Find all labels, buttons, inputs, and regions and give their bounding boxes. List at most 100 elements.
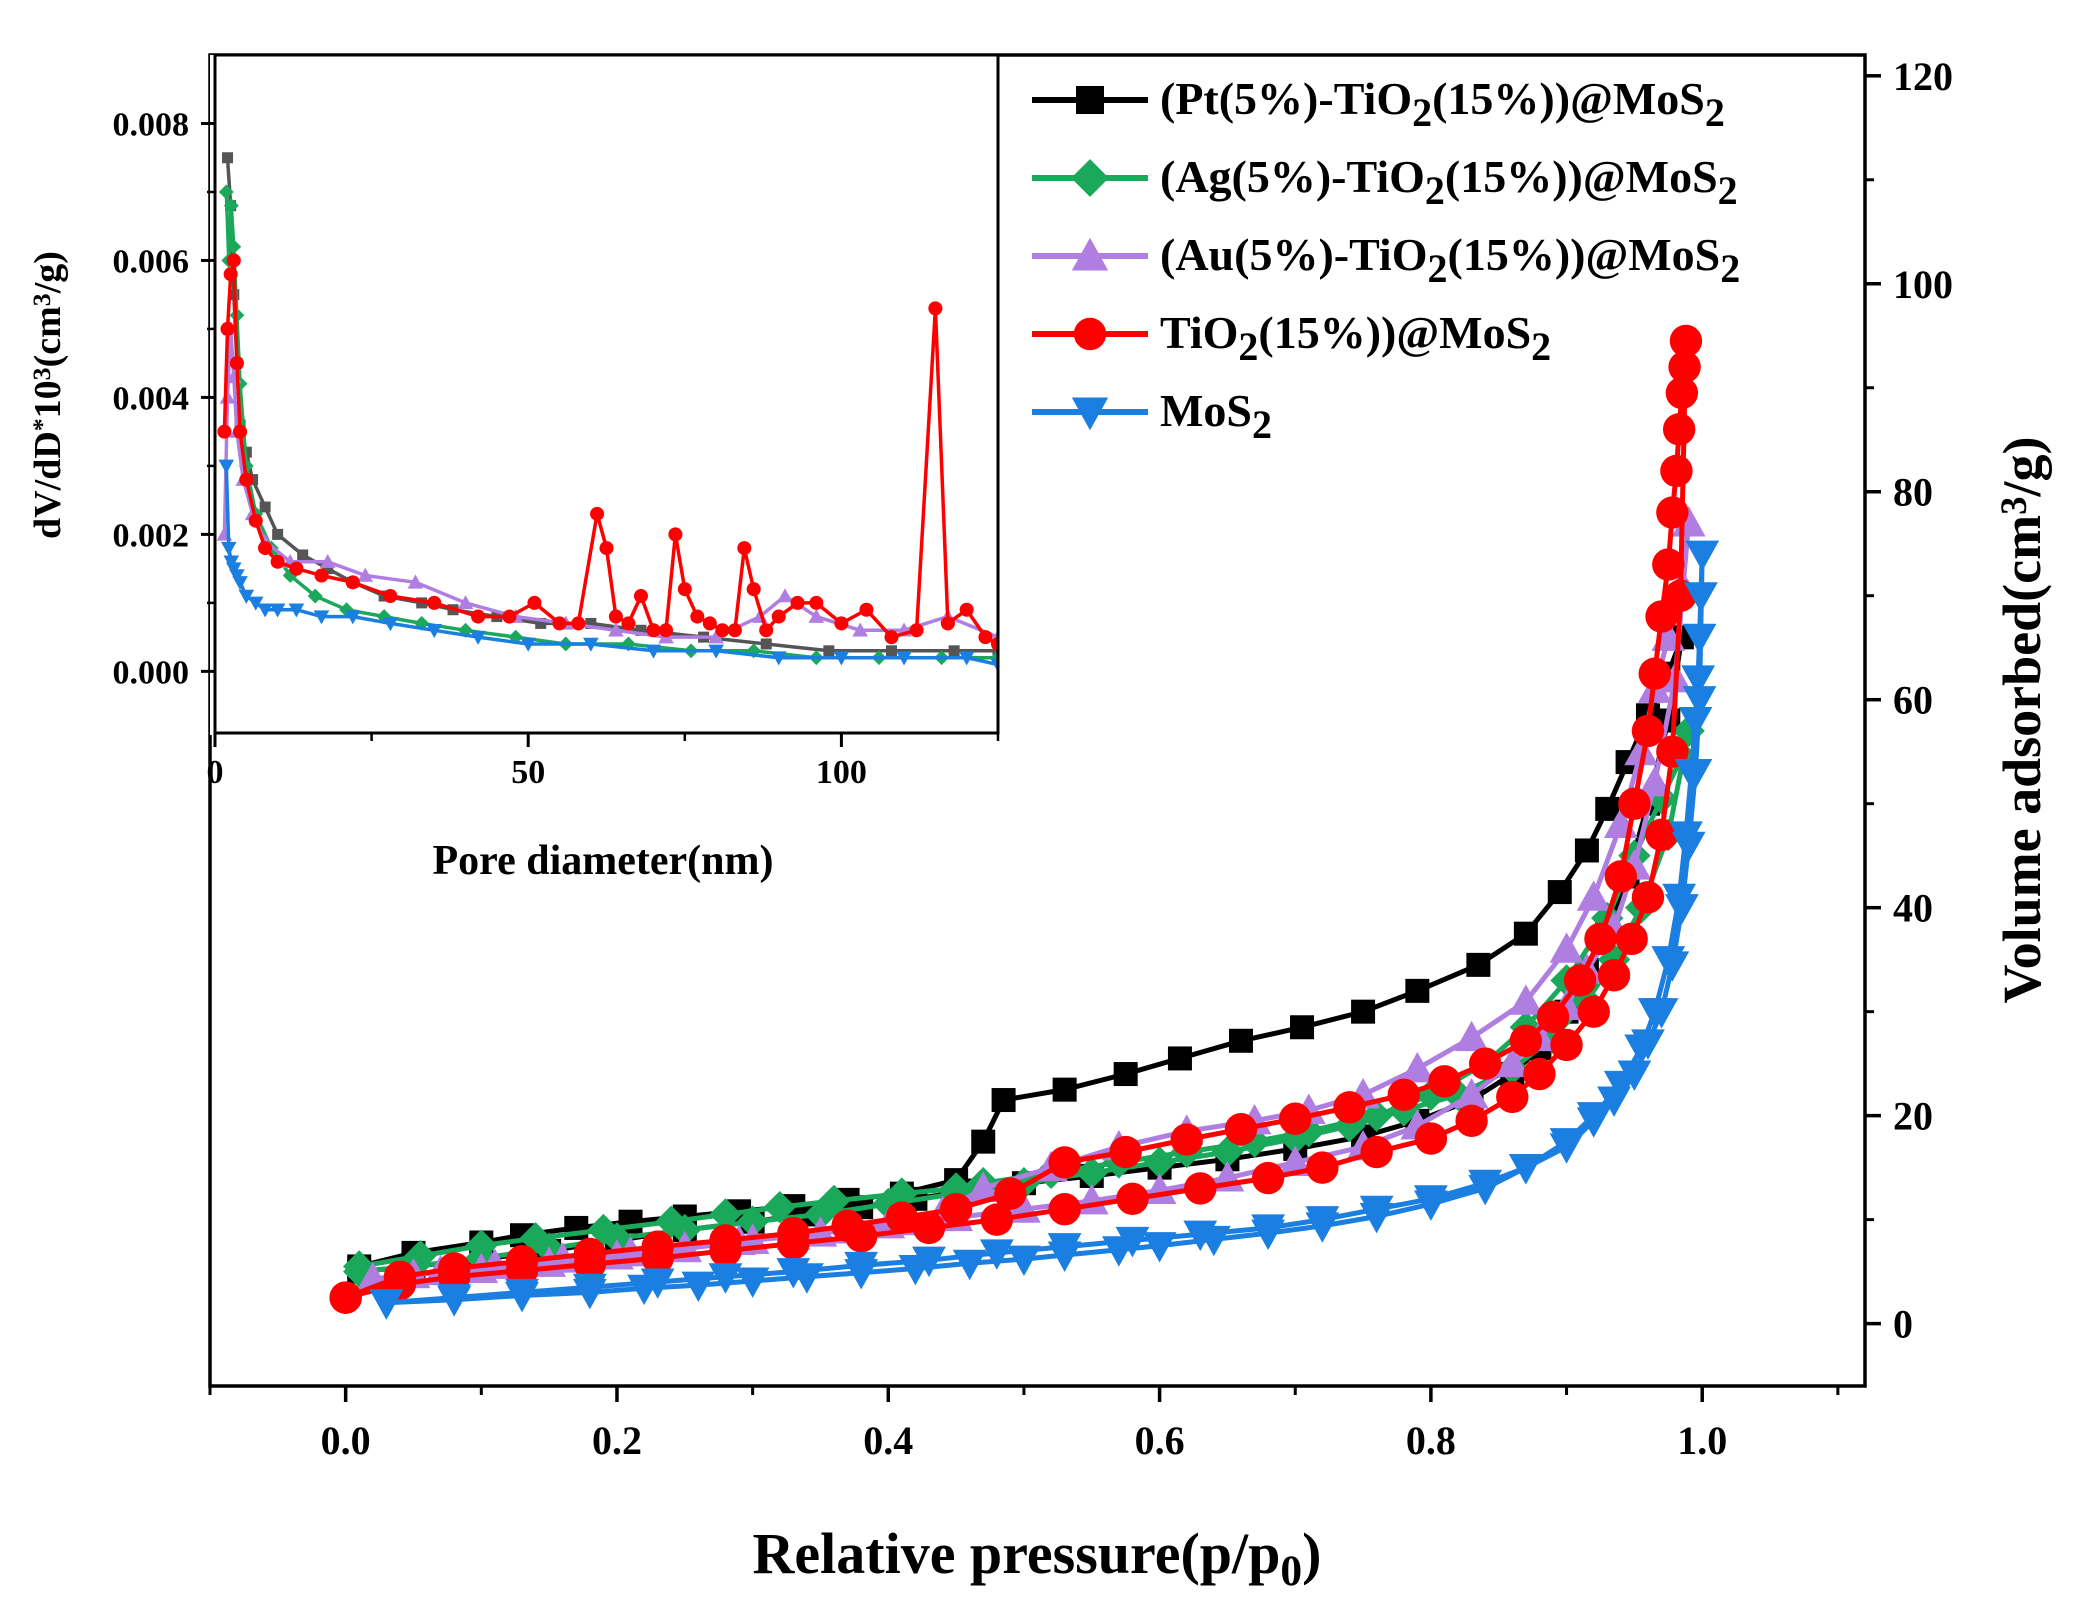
inset-data-point: [633, 589, 648, 604]
legend-label: (Ag(5%)-TiO2(15%))@MoS2: [1160, 151, 1738, 213]
data-point: [1597, 1086, 1631, 1117]
inset-data-point: [220, 541, 237, 556]
inset-data-point: [715, 623, 730, 638]
data-point: [1455, 1104, 1488, 1138]
data-point: [1509, 1024, 1543, 1057]
data-point: [1052, 1077, 1077, 1102]
inset-data-point: [621, 616, 636, 631]
inset-data-point: [940, 616, 955, 631]
inset-data-point: [357, 567, 374, 582]
inset-series-layer: [216, 152, 998, 673]
inset-data-point: [407, 574, 424, 589]
data-point: [1549, 1133, 1584, 1164]
inset-y-tick-label: 0.006: [113, 243, 190, 280]
x-tick-label: 0.2: [592, 1418, 642, 1463]
inset-data-point: [226, 253, 241, 268]
x-tick-label: 0.6: [1135, 1418, 1185, 1463]
y-tick-label: 80: [1893, 470, 1933, 515]
inset-data-point: [737, 541, 752, 556]
inset-data-point: [645, 644, 662, 659]
inset-plot-frame: [213, 53, 1000, 735]
data-point: [1360, 1135, 1393, 1169]
data-point: [1359, 1195, 1394, 1227]
data-point: [1523, 1057, 1556, 1091]
inset-data-point: [218, 459, 235, 474]
data-point: [1576, 1107, 1611, 1138]
inset-data-point: [571, 616, 586, 631]
inset-data-point: [990, 658, 998, 673]
data-point: [1631, 714, 1665, 748]
x-tick-label: 1.0: [1677, 1418, 1727, 1463]
data-point: [1576, 880, 1611, 911]
data-point: [966, 1171, 1001, 1202]
inset-data-point: [238, 458, 254, 474]
data-point: [1400, 1051, 1435, 1083]
data-point: [1075, 1156, 1108, 1190]
inset-x-axis-title: Pore diameter(nm): [433, 838, 774, 884]
y-tick-label: 0: [1893, 1302, 1913, 1347]
inset-data-point: [258, 541, 273, 556]
data-point: [1662, 413, 1696, 446]
data-point: [1184, 1172, 1217, 1205]
data-point: [1351, 999, 1376, 1024]
main-axes: 0.0 0.2 0.4 0.6 0.8 1.0 0 20 40 60 80 100 120 Relativ…: [208, 53, 2052, 1595]
data-point: [1638, 657, 1671, 690]
inset-y-tick-label: 0.008: [113, 106, 190, 143]
inset-data-point: [457, 595, 474, 610]
inset-data-point: [809, 595, 824, 610]
inset-data-point: [834, 616, 849, 631]
y-tick-label: 100: [1893, 262, 1953, 307]
inset-data-point: [928, 301, 943, 316]
data-point: [572, 1273, 607, 1305]
inset-axes: 0 50 100 0.000 0.002 0.004 0.006 0.008 Pore diam…: [27, 53, 1000, 884]
inset-data-point: [527, 595, 542, 610]
data-point: [681, 1271, 716, 1303]
data-point: [1115, 1226, 1150, 1258]
data-point: [1668, 350, 1701, 384]
data-point: [1574, 838, 1599, 863]
data-point: [736, 1205, 769, 1238]
data-point: [1228, 1028, 1253, 1053]
data-point: [369, 1289, 404, 1320]
data-point: [1333, 1091, 1366, 1124]
inset-data-point: [217, 424, 232, 439]
data-point: [573, 1248, 607, 1281]
data-point: [735, 1267, 770, 1298]
inset-data-point: [668, 527, 683, 542]
inset-data-point: [852, 622, 868, 637]
inset-data-point: [238, 589, 255, 604]
inset-data-point: [248, 513, 263, 528]
inset-data-point: [859, 602, 874, 617]
data-point: [1536, 1000, 1570, 1034]
data-point: [1290, 1015, 1315, 1040]
inset-y-tick-label: 0.000: [113, 654, 190, 691]
y-tick-label: 40: [1893, 886, 1933, 931]
data-point: [1170, 1123, 1203, 1156]
data-point: [1656, 496, 1689, 529]
inset-data-point: [247, 596, 264, 611]
data-point: [329, 1281, 362, 1314]
inset-data-point: [314, 568, 329, 583]
data-point: [1387, 1078, 1420, 1112]
data-point: [519, 1222, 552, 1255]
inset-data-point: [520, 637, 536, 652]
inset-data-point: [777, 588, 793, 603]
data-point: [1644, 998, 1679, 1029]
inset-data-point: [552, 616, 567, 631]
inset-data-point: [222, 152, 234, 164]
data-point: [1660, 454, 1693, 488]
inset-data-point: [508, 629, 524, 645]
inset-data-point: [307, 588, 323, 604]
data-point: [1142, 1232, 1177, 1263]
inset-data-point: [471, 609, 486, 624]
inset-data-point: [345, 575, 360, 590]
data-point: [1278, 1145, 1313, 1176]
data-point: [1454, 1077, 1489, 1109]
data-point: [1671, 831, 1706, 863]
inset-data-point: [833, 651, 850, 666]
data-point: [1143, 1146, 1176, 1179]
data-point: [1624, 734, 1659, 766]
inset-data-point: [884, 630, 899, 645]
data-point: [1665, 376, 1699, 410]
data-point: [1618, 787, 1651, 820]
